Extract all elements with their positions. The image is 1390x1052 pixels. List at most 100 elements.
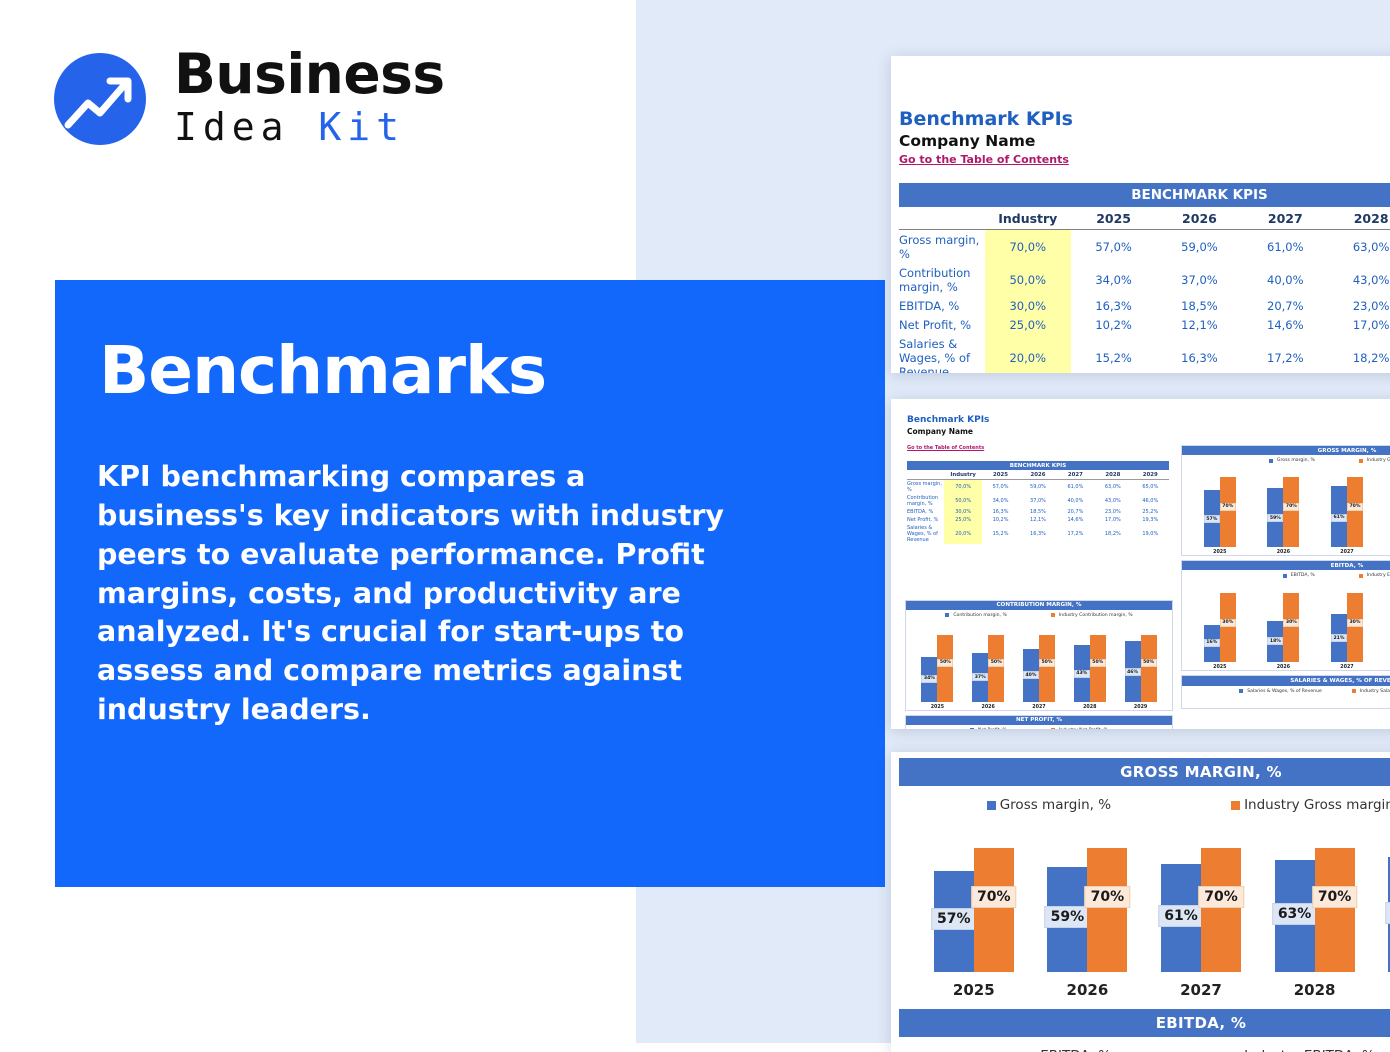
legend-item-company: Contribution margin, %: [945, 613, 1006, 618]
chart-plot-area: 16%30%202518%30%202621%30%202723%30%2028…: [1182, 578, 1390, 670]
table-row: EBITDA, % 30,0% 16,3% 18,5% 20,7% 23,0% …: [899, 296, 1390, 315]
bar-data-label: 70%: [1198, 886, 1244, 908]
chart-x-axis-label: 2027: [1180, 981, 1222, 999]
kpi-row-label: EBITDA, %: [899, 296, 985, 315]
legend-swatch-orange-icon: [1359, 574, 1363, 578]
chart-gross-margin-large[interactable]: GROSS MARGIN, % Gross margin, % Industry…: [899, 758, 1390, 999]
table-row: Gross margin, % 70,0% 57,0% 59,0% 61,0% …: [907, 479, 1169, 494]
bar-industry: 70%: [1201, 848, 1241, 972]
kpi-col-2028: 2028: [1328, 207, 1390, 230]
chart-salaries-wages-mini[interactable]: SALARIES & WAGES, % OF REVENUE Salaries …: [1181, 675, 1390, 708]
bar-industry: 70%: [1283, 477, 1299, 547]
spreadsheet-screenshot-bottom[interactable]: GROSS MARGIN, % Gross margin, % Industry…: [891, 752, 1390, 1052]
chart-x-axis-label: 2025: [931, 705, 944, 710]
bar-data-label: 57%: [1204, 515, 1220, 523]
kpi-value: 59,0%: [1157, 230, 1243, 264]
bar-data-label: 65%: [1385, 902, 1390, 924]
kpi-value: 65,0%: [1132, 479, 1169, 494]
spreadsheet-screenshot-top[interactable]: Benchmark KPIs Company Name Go to the Ta…: [891, 56, 1390, 373]
page-title: Benchmarks: [99, 336, 823, 405]
kpi-banner-cell: BENCHMARK KPIS: [899, 183, 1390, 207]
chart-bar-group: 63%70%2028: [1275, 848, 1355, 999]
chart-bars: 59%70%: [1267, 477, 1299, 547]
kpi-value: 20,7%: [1057, 508, 1094, 516]
bar-data-label: 30%: [1283, 619, 1299, 627]
mini-kpi-banner-row: BENCHMARK KPIS: [907, 461, 1169, 470]
table-row: Contribution margin, % 50,0% 34,0% 37,0%…: [899, 263, 1390, 296]
legend-item-industry: Industry Salaries & Wages, % of Revenue: [1352, 689, 1390, 694]
kpi-value: 61,0%: [1057, 479, 1094, 494]
bar-data-label: 59%: [1045, 906, 1091, 928]
bar-company: 40%: [1023, 649, 1039, 702]
chart-x-axis-label: 2027: [1032, 705, 1045, 710]
kpi-value: 14,6%: [1057, 516, 1094, 524]
brand-kit-text: Kit: [318, 105, 405, 149]
kpi-value: 10,2%: [982, 516, 1019, 524]
bar-data-label: 57%: [931, 908, 977, 930]
bar-company: 37%: [972, 653, 988, 702]
legend-swatch-orange-icon: [1051, 728, 1055, 729]
kpi-value: 19,0%: [1132, 524, 1169, 544]
chart-legend: Gross margin, % Industry Gross margin, %: [899, 786, 1390, 813]
spreadsheet-screenshot-middle[interactable]: Benchmark KPIs Company Name Go to the Ta…: [891, 399, 1390, 729]
chart-x-axis-label: 2025: [1213, 665, 1226, 670]
kpi-col-2026: 2026: [1157, 207, 1243, 230]
kpi-row-label: Contribution margin, %: [907, 494, 944, 508]
chart-bar-group: 37%50%2026: [972, 635, 1004, 710]
chart-ebitda-large[interactable]: EBITDA, % EBITDA, % Industry EBITDA, %: [899, 1009, 1390, 1052]
legend-label: Gross margin, %: [1277, 458, 1315, 463]
sheet-header: Benchmark KPIs Company Name Go to the Ta…: [891, 56, 1390, 168]
kpi-industry-value: 50,0%: [944, 494, 981, 508]
legend-label: Gross margin, %: [1000, 797, 1111, 813]
kpi-value: 17,0%: [1328, 315, 1390, 334]
chart-contribution-margin-mini[interactable]: CONTRIBUTION MARGIN, % Contribution marg…: [905, 600, 1173, 711]
kpi-value: 37,0%: [1019, 494, 1056, 508]
mini-sheet-title: Benchmark KPIs: [907, 415, 1173, 425]
bar-data-label: 37%: [972, 673, 988, 681]
table-row: Salaries & Wages, % of Revenue 20,0% 15,…: [899, 334, 1390, 373]
bar-industry: 70%: [974, 848, 1014, 972]
chart-plot-area: 57%70%202559%70%202661%70%202763%70%2028…: [1182, 463, 1390, 555]
bar-industry: 70%: [1315, 848, 1355, 972]
kpi-value: 25,2%: [1132, 508, 1169, 516]
chart-bar-group: 40%50% 2027: [1023, 635, 1055, 710]
chart-legend: EBITDA, % Industry EBITDA, %: [899, 1037, 1390, 1052]
mini-sheet-right-column: GROSS MARGIN, % Gross margin, % Industry…: [1181, 445, 1390, 709]
legend-label: Net Profit, %: [978, 728, 1007, 729]
bar-data-label: 70%: [1220, 503, 1236, 511]
chart-legend: EBITDA, % Industry EBITDA, %: [1182, 570, 1390, 578]
legend-item-industry: Industry EBITDA, %: [1359, 573, 1390, 578]
kpi-industry-value: 70,0%: [985, 230, 1071, 264]
legend-swatch-blue-icon: [1239, 689, 1243, 693]
bar-data-label: 50%: [1141, 659, 1157, 667]
table-of-contents-link[interactable]: Go to the Table of Contents: [899, 153, 1069, 166]
bar-data-label: 70%: [1312, 886, 1358, 908]
chart-title: SALARIES & WAGES, % OF REVENUE: [1182, 676, 1390, 685]
bar-data-label: 70%: [971, 886, 1017, 908]
bar-data-label: 50%: [988, 659, 1004, 667]
mini-kpi-banner-cell: BENCHMARK KPIS: [907, 461, 1169, 470]
mini-table-of-contents-link[interactable]: Go to the Table of Contents: [907, 445, 984, 451]
kpi-value: 17,0%: [1094, 516, 1131, 524]
kpi-value: 43,0%: [1328, 263, 1390, 296]
bar-company: 61%: [1161, 864, 1201, 972]
legend-swatch-orange-icon: [1051, 613, 1055, 617]
kpi-value: 16,3%: [982, 508, 1019, 516]
chart-x-axis-label: 2026: [1067, 981, 1109, 999]
table-row: Salaries & Wages, % of Revenue 20,0% 15,…: [907, 524, 1169, 544]
kpi-value: 14,6%: [1242, 315, 1328, 334]
chart-x-axis-label: 2025: [953, 981, 995, 999]
mini-kpi-header-row: Industry 2025 2026 2027 2028 2029: [907, 470, 1169, 479]
chart-ebitda-mini[interactable]: EBITDA, % EBITDA, % Industry EBITDA, % 1…: [1181, 560, 1390, 671]
legend-item-company: EBITDA, %: [1283, 573, 1315, 578]
bar-data-label: 18%: [1267, 637, 1283, 645]
kpi-industry-value: 25,0%: [985, 315, 1071, 334]
bar-industry: 50%: [1039, 635, 1055, 702]
bar-industry: 50%: [1090, 635, 1106, 702]
mini-sheet-header: Benchmark KPIs Company Name Go to the Ta…: [905, 413, 1173, 454]
chart-gross-margin-mini[interactable]: GROSS MARGIN, % Gross margin, % Industry…: [1181, 445, 1390, 556]
chart-net-profit-mini[interactable]: NET PROFIT, % Net Profit, % Industry Net…: [905, 715, 1173, 729]
chart-title: EBITDA, %: [899, 1009, 1390, 1037]
